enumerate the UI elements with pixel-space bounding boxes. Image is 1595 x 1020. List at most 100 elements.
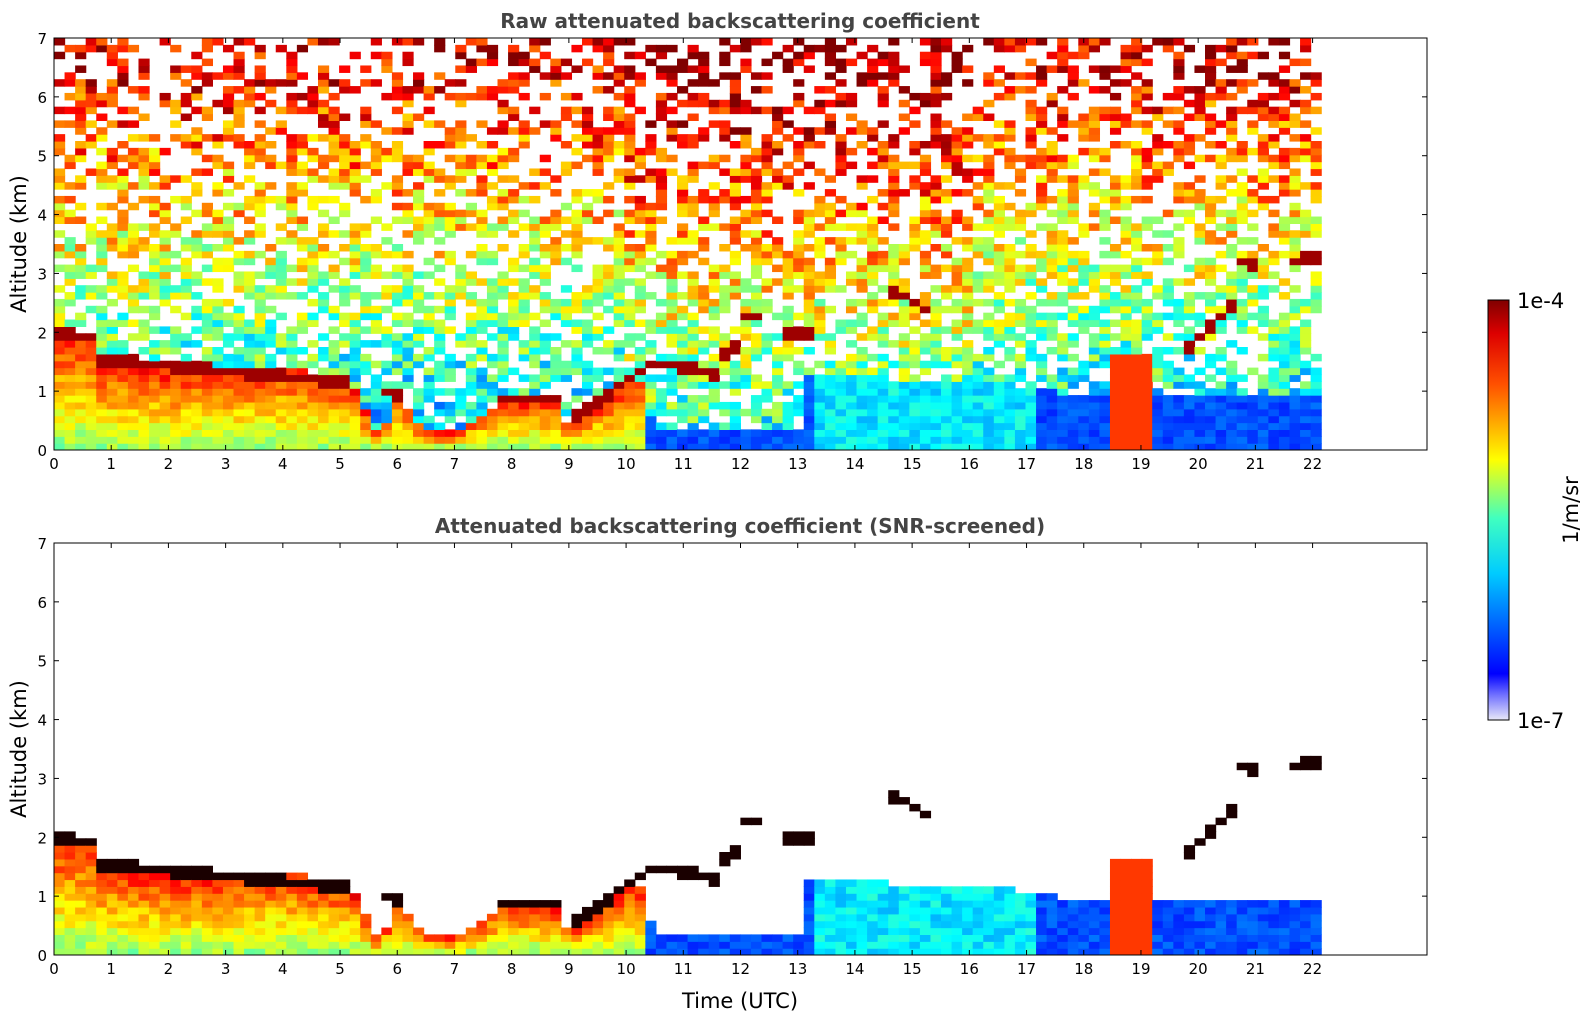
heatmap-cell	[265, 257, 277, 266]
heatmap-cell	[191, 934, 203, 942]
heatmap-cell	[75, 202, 87, 211]
heatmap-cell	[930, 333, 942, 341]
heatmap-cell	[64, 443, 76, 450]
heatmap-cell	[339, 161, 351, 170]
heatmap-cell	[465, 388, 477, 396]
heatmap-cell	[149, 340, 161, 348]
heatmap-cell	[307, 353, 319, 362]
heatmap-cell	[962, 223, 974, 231]
heatmap-cell	[677, 257, 689, 266]
heatmap-cell	[391, 340, 404, 348]
heatmap-cell	[307, 927, 319, 935]
heatmap-cell	[1278, 395, 1291, 403]
heatmap-cell	[1109, 202, 1122, 211]
heatmap-cell	[1078, 360, 1090, 369]
heatmap-cell	[307, 106, 319, 115]
heatmap-cell	[624, 367, 636, 376]
heatmap-cell	[877, 147, 889, 156]
heatmap-cell	[539, 360, 551, 369]
heatmap-cell	[275, 415, 287, 424]
heatmap-cell	[518, 120, 530, 128]
heatmap-cell	[962, 305, 974, 314]
heatmap-cell	[729, 237, 741, 245]
heatmap-cell	[1036, 202, 1048, 211]
heatmap-cell	[909, 436, 921, 444]
heatmap-cell	[571, 353, 583, 362]
heatmap-cell	[191, 86, 203, 94]
heatmap-cell	[1088, 429, 1101, 437]
heatmap-cell	[867, 195, 879, 204]
heatmap-cell	[254, 120, 266, 128]
heatmap-cell	[1300, 415, 1312, 424]
heatmap-cell	[286, 381, 298, 389]
heatmap-cell	[1057, 38, 1069, 46]
heatmap-cell	[888, 257, 900, 266]
heatmap-cell	[138, 65, 150, 73]
heatmap-cell	[402, 429, 414, 437]
heatmap-cell	[867, 388, 879, 396]
heatmap-cell	[539, 436, 551, 444]
heatmap-cell	[624, 388, 636, 396]
heatmap-cell	[75, 182, 87, 190]
heatmap-cell	[1215, 305, 1227, 314]
heatmap-cell	[64, 79, 76, 87]
heatmap-cell	[317, 408, 330, 417]
heatmap-cell	[772, 347, 784, 355]
heatmap-cell	[434, 305, 446, 314]
heatmap-cell	[729, 436, 741, 444]
heatmap-cell	[75, 244, 87, 252]
heatmap-cell	[951, 209, 963, 218]
heatmap-cell	[1310, 92, 1322, 101]
heatmap-cell	[138, 429, 150, 437]
heatmap-cell	[75, 147, 87, 156]
heatmap-cell	[666, 79, 678, 87]
heatmap-cell	[402, 374, 414, 382]
heatmap-cell	[1226, 44, 1238, 53]
heatmap-cell	[180, 353, 192, 362]
heatmap-cell	[1025, 429, 1037, 437]
heatmap-cell	[465, 422, 477, 430]
heatmap-cell	[391, 292, 404, 300]
heatmap-cell	[1131, 360, 1143, 369]
heatmap-cell	[381, 305, 393, 314]
heatmap-cell	[1152, 257, 1164, 266]
heatmap-cell	[434, 388, 446, 396]
heatmap-cell	[339, 278, 351, 286]
heatmap-cell	[244, 920, 256, 929]
heatmap-cell	[993, 436, 1005, 444]
heatmap-cell	[360, 175, 372, 183]
heatmap-cell	[603, 244, 615, 252]
heatmap-cell	[740, 278, 752, 286]
heatmap-cell	[1099, 415, 1111, 424]
heatmap-cell	[170, 886, 182, 894]
heatmap-cell	[666, 257, 678, 266]
heatmap-cell	[1120, 58, 1132, 67]
heatmap-cell	[824, 374, 837, 382]
heatmap-cell	[127, 920, 140, 929]
heatmap-cell	[951, 141, 963, 149]
heatmap-cell	[286, 51, 298, 60]
heatmap-cell	[317, 305, 330, 314]
heatmap-cell	[222, 395, 235, 403]
heatmap-cell	[149, 305, 161, 314]
heatmap-cell	[1036, 429, 1048, 437]
heatmap-cell	[360, 264, 372, 273]
heatmap-cell	[719, 120, 731, 128]
heatmap-cell	[106, 858, 118, 867]
heatmap-cell	[803, 374, 815, 382]
heatmap-cell	[127, 401, 140, 410]
heatmap-cell	[370, 120, 382, 128]
heatmap-cell	[233, 443, 245, 450]
heatmap-cell	[170, 436, 182, 444]
heatmap-cell	[1236, 395, 1248, 403]
heatmap-cell	[592, 374, 604, 382]
heatmap-cell	[201, 244, 213, 252]
heatmap-cell	[719, 340, 731, 348]
heatmap-cell	[603, 415, 615, 424]
heatmap-cell	[1215, 79, 1227, 87]
heatmap-cell	[476, 189, 488, 197]
heatmap-cell	[856, 271, 868, 279]
heatmap-cell	[1078, 134, 1090, 142]
heatmap-cell	[222, 237, 235, 245]
heatmap-cell	[560, 113, 573, 121]
